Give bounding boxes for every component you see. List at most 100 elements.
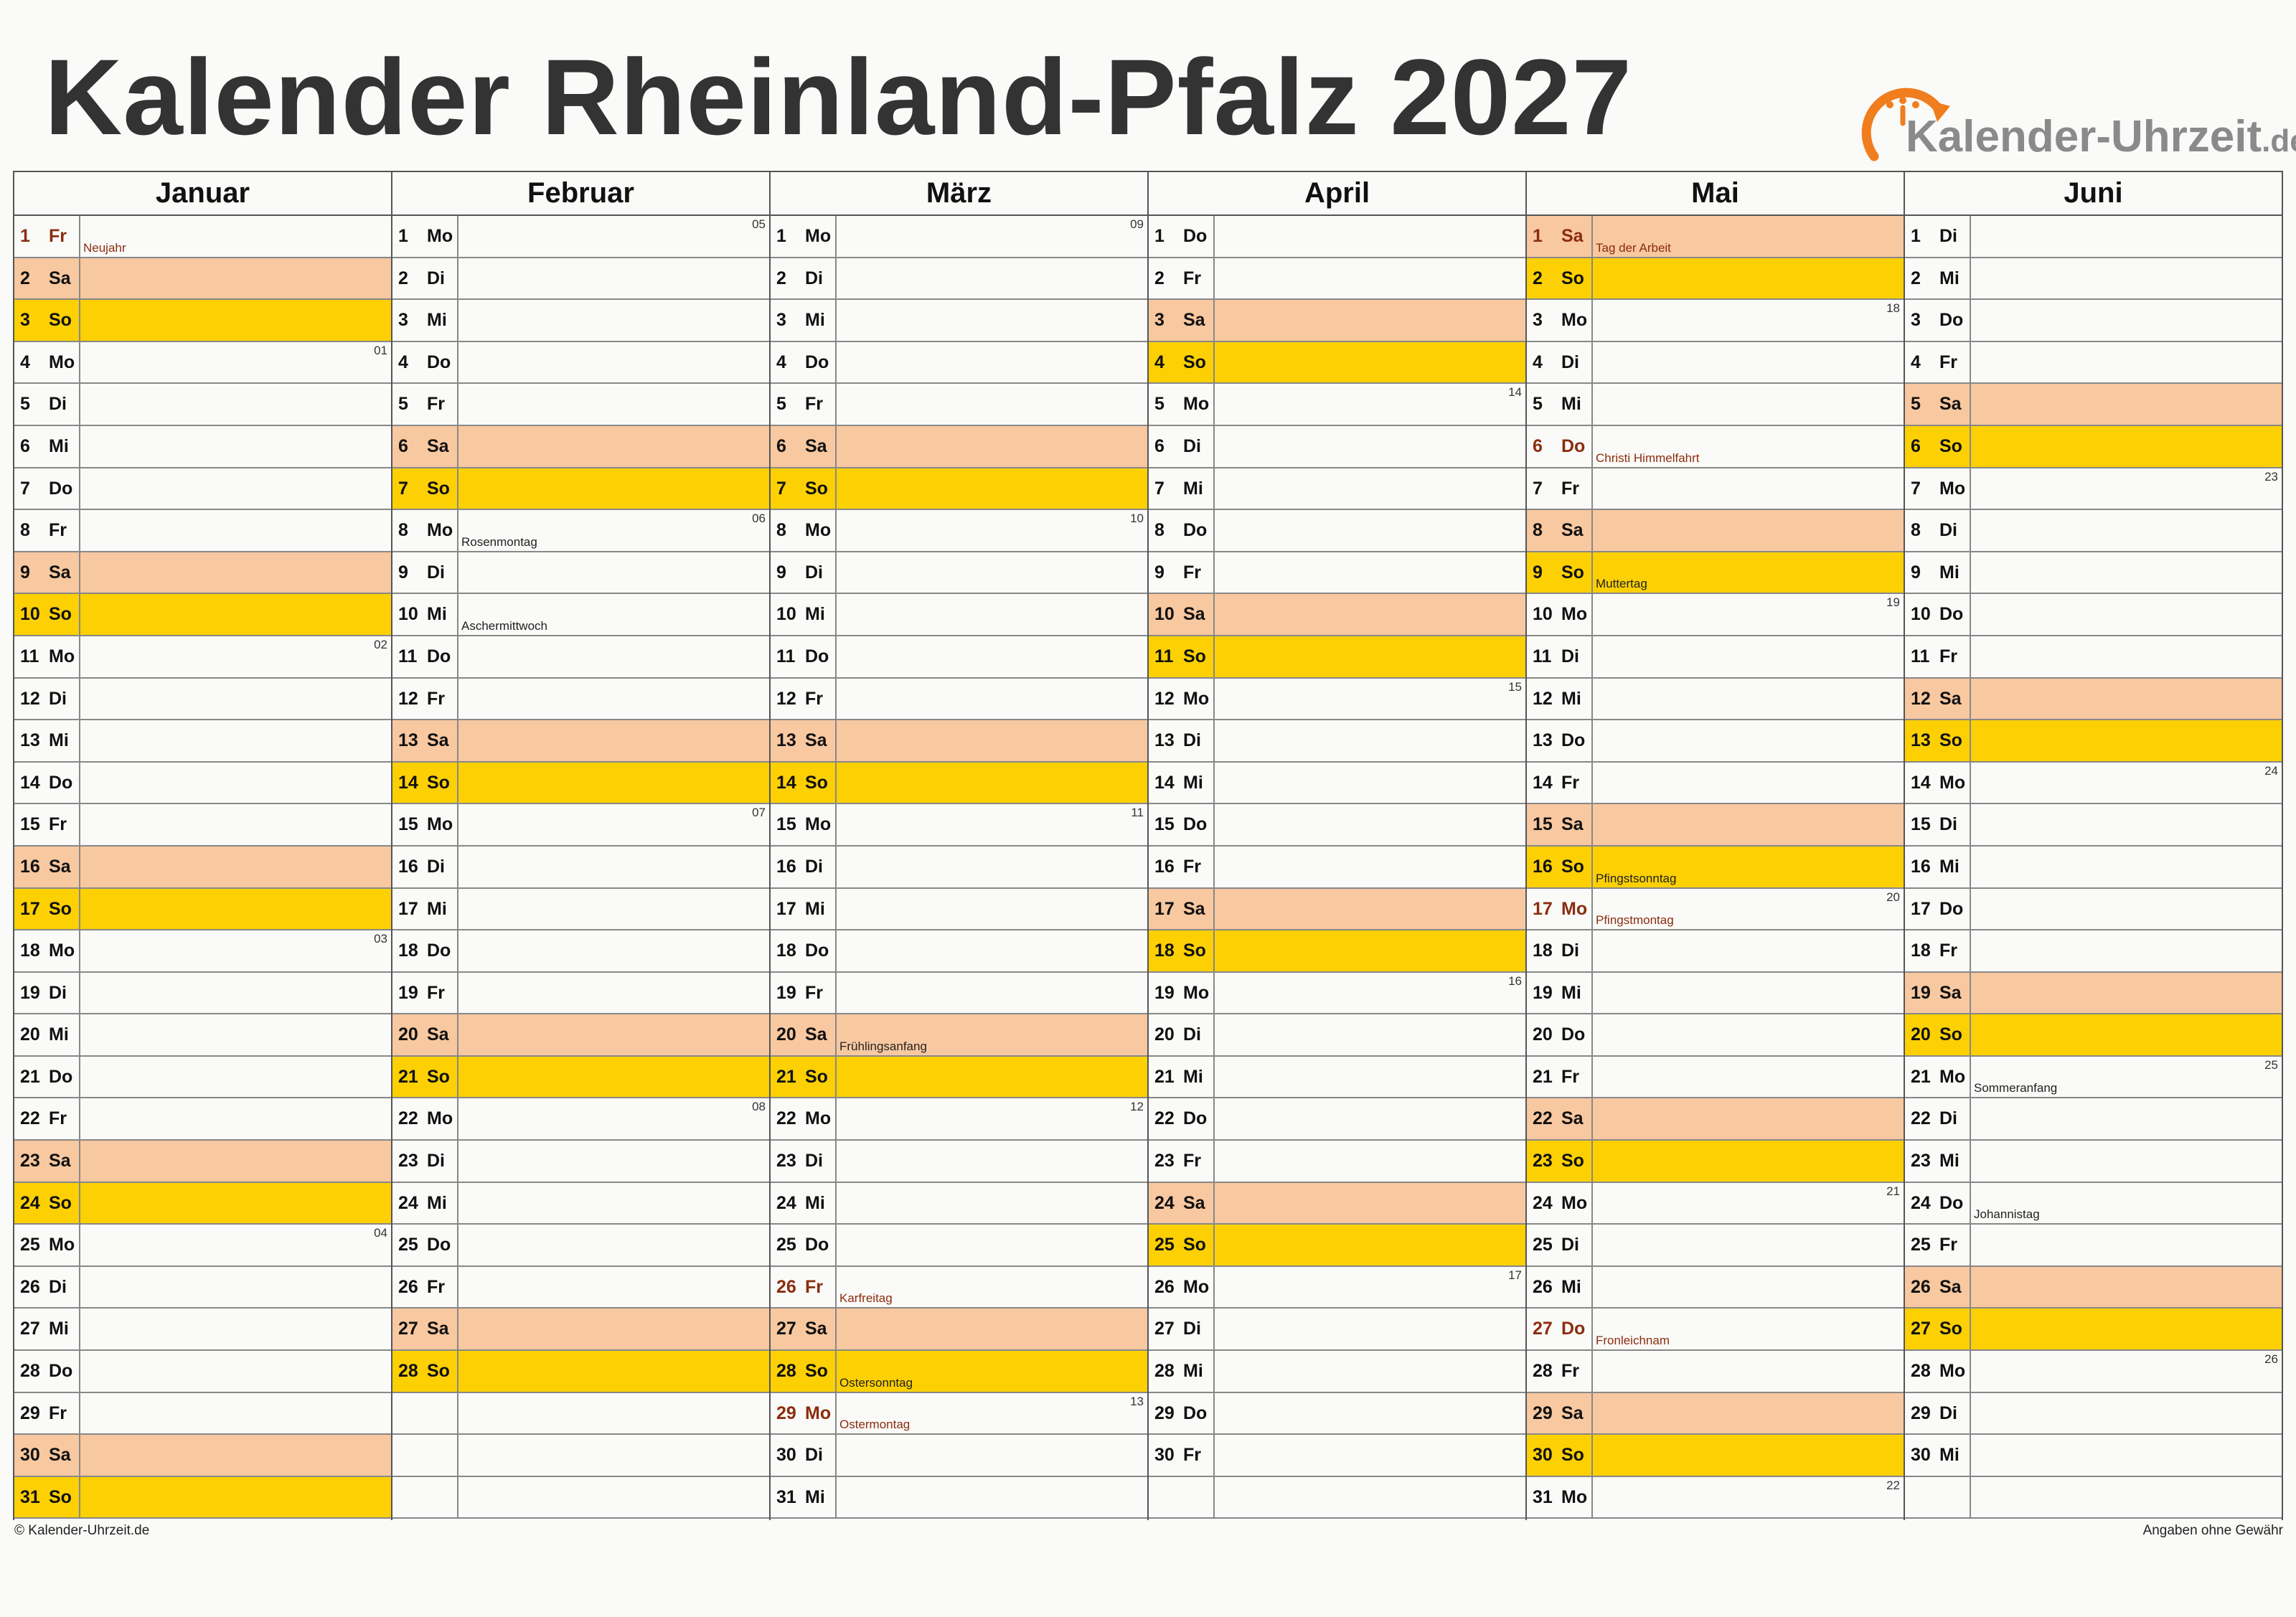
day-row[interactable]: 15 Fr [14, 804, 391, 847]
day-row[interactable]: 16 Di [392, 846, 769, 889]
day-row[interactable]: 5 Di [14, 384, 391, 426]
day-row[interactable]: 13 So [1905, 720, 2282, 763]
day-row[interactable]: 22 Mo 08 [392, 1098, 769, 1141]
day-row[interactable]: 7 Do [14, 468, 391, 511]
logo[interactable]: Kalender-Uhrzeit.de [1858, 79, 2296, 172]
day-row[interactable]: 8 Mo Rosenmontag 06 [392, 510, 769, 552]
day-row[interactable]: 14 So [771, 762, 1147, 805]
day-row[interactable]: 1 Di [1905, 216, 2282, 258]
day-row[interactable]: 7 So [771, 468, 1147, 511]
day-row[interactable]: 30 Sa [14, 1435, 391, 1477]
day-row[interactable]: 27 Sa [771, 1309, 1147, 1352]
day-row[interactable]: 13 Mi [14, 720, 391, 763]
day-row[interactable]: 26 Fr [392, 1266, 769, 1309]
day-row[interactable]: 15 Mo 11 [771, 804, 1147, 847]
day-row[interactable]: 1 Fr Neujahr [14, 216, 391, 258]
day-row[interactable]: 3 Mi [392, 300, 769, 342]
day-row[interactable]: 11 Di [1527, 636, 1904, 679]
day-row[interactable]: 2 Di [771, 258, 1147, 301]
day-row[interactable]: 12 Fr [771, 678, 1147, 721]
day-row[interactable]: 20 Sa Frühlingsanfang [771, 1014, 1147, 1057]
day-row[interactable]: 11 Do [771, 636, 1147, 679]
day-row[interactable]: 30 Di [771, 1435, 1147, 1477]
day-row[interactable]: 29 Sa [1527, 1392, 1904, 1436]
day-row[interactable]: 4 Do [771, 341, 1147, 385]
day-row[interactable]: 21 Do [14, 1056, 391, 1099]
day-row[interactable]: 23 Di [392, 1141, 769, 1183]
day-row[interactable]: 17 Mo Pfingstmontag 20 [1527, 888, 1904, 931]
day-row[interactable]: 4 Mo 01 [14, 341, 391, 385]
day-row[interactable]: 29 Fr [14, 1392, 391, 1436]
day-row[interactable]: 16 Mi [1905, 846, 2282, 889]
day-row[interactable]: 24 Sa [1149, 1182, 1525, 1225]
day-row[interactable]: 29 Do [1149, 1392, 1525, 1436]
day-row[interactable]: 10 Sa [1149, 594, 1525, 636]
day-row[interactable]: 25 Fr [1905, 1225, 2282, 1267]
day-row[interactable]: 26 Sa [1905, 1266, 2282, 1309]
day-row[interactable]: 8 Di [1905, 510, 2282, 552]
day-row[interactable]: 2 So [1527, 258, 1904, 301]
day-row[interactable]: 18 Fr [1905, 930, 2282, 973]
day-row[interactable]: 30 Mi [1905, 1435, 2282, 1477]
day-row[interactable]: 17 Do [1905, 888, 2282, 931]
day-row[interactable]: 2 Sa [14, 258, 391, 301]
day-row[interactable]: 27 Di [1149, 1309, 1525, 1352]
day-row[interactable]: 14 Fr [1527, 762, 1904, 805]
day-row[interactable]: 4 So [1149, 341, 1525, 385]
day-row[interactable]: 29 Di [1905, 1392, 2282, 1436]
day-row[interactable]: 11 So [1149, 636, 1525, 679]
day-row[interactable]: 17 Mi [771, 888, 1147, 931]
day-row[interactable]: 24 Mo 21 [1527, 1182, 1904, 1225]
day-row[interactable]: 14 Mi [1149, 762, 1525, 805]
day-row[interactable]: 17 So [14, 888, 391, 931]
day-row[interactable]: 8 Sa [1527, 510, 1904, 552]
day-row[interactable]: 28 Do [14, 1351, 391, 1393]
day-row[interactable]: 9 So Muttertag [1527, 552, 1904, 595]
day-row[interactable]: 21 Mo Sommeranfang 25 [1905, 1056, 2282, 1099]
day-row[interactable]: 2 Mi [1905, 258, 2282, 301]
day-row[interactable]: 5 Mo 14 [1149, 384, 1525, 426]
day-row[interactable]: 12 Fr [392, 678, 769, 721]
day-row[interactable]: 9 Mi [1905, 552, 2282, 595]
day-row[interactable]: 7 So [392, 468, 769, 511]
day-row[interactable]: 12 Mi [1527, 678, 1904, 721]
day-row[interactable]: 19 Di [14, 972, 391, 1015]
day-row[interactable]: 25 Do [771, 1225, 1147, 1267]
day-row[interactable]: 19 Mi [1527, 972, 1904, 1015]
day-row[interactable]: 7 Mo 23 [1905, 468, 2282, 511]
day-row[interactable]: 5 Fr [392, 384, 769, 426]
day-row[interactable]: 23 So [1527, 1141, 1904, 1183]
day-row[interactable]: 1 Sa Tag der Arbeit [1527, 216, 1904, 258]
day-row[interactable]: 19 Mo 16 [1149, 972, 1525, 1015]
day-row[interactable]: 22 Di [1905, 1098, 2282, 1141]
day-row[interactable]: 28 So [392, 1351, 769, 1393]
day-row[interactable]: 31 So [14, 1476, 391, 1519]
day-row[interactable]: 30 Fr [1149, 1435, 1525, 1477]
day-row[interactable]: 13 Do [1527, 720, 1904, 763]
day-row[interactable]: 1 Do [1149, 216, 1525, 258]
day-row[interactable]: 6 Sa [771, 425, 1147, 468]
day-row[interactable]: 24 Do Johannistag [1905, 1182, 2282, 1225]
day-row[interactable]: 13 Sa [392, 720, 769, 763]
day-row[interactable]: 24 Mi [392, 1182, 769, 1225]
day-row[interactable]: 20 Mi [14, 1014, 391, 1057]
day-row[interactable]: 1 Mo 05 [392, 216, 769, 258]
day-row[interactable]: 8 Fr [14, 510, 391, 552]
day-row[interactable]: 26 Fr Karfreitag [771, 1266, 1147, 1309]
day-row[interactable]: 22 Fr [14, 1098, 391, 1141]
day-row[interactable]: 11 Mo 02 [14, 636, 391, 679]
day-row[interactable]: 13 Di [1149, 720, 1525, 763]
day-row[interactable]: 5 Sa [1905, 384, 2282, 426]
day-row[interactable]: 7 Fr [1527, 468, 1904, 511]
day-row[interactable]: 18 Do [771, 930, 1147, 973]
day-row[interactable]: 29 Mo Ostermontag 13 [771, 1392, 1147, 1436]
day-row[interactable]: 12 Di [14, 678, 391, 721]
day-row[interactable]: 30 So [1527, 1435, 1904, 1477]
day-row[interactable]: 11 Fr [1905, 636, 2282, 679]
day-row[interactable]: 27 Do Fronleichnam [1527, 1309, 1904, 1352]
day-row[interactable]: 20 Do [1527, 1014, 1904, 1057]
day-row[interactable]: 26 Mi [1527, 1266, 1904, 1309]
day-row[interactable]: 3 Mi [771, 300, 1147, 342]
day-row[interactable]: 6 Di [1149, 425, 1525, 468]
day-row[interactable]: 20 So [1905, 1014, 2282, 1057]
